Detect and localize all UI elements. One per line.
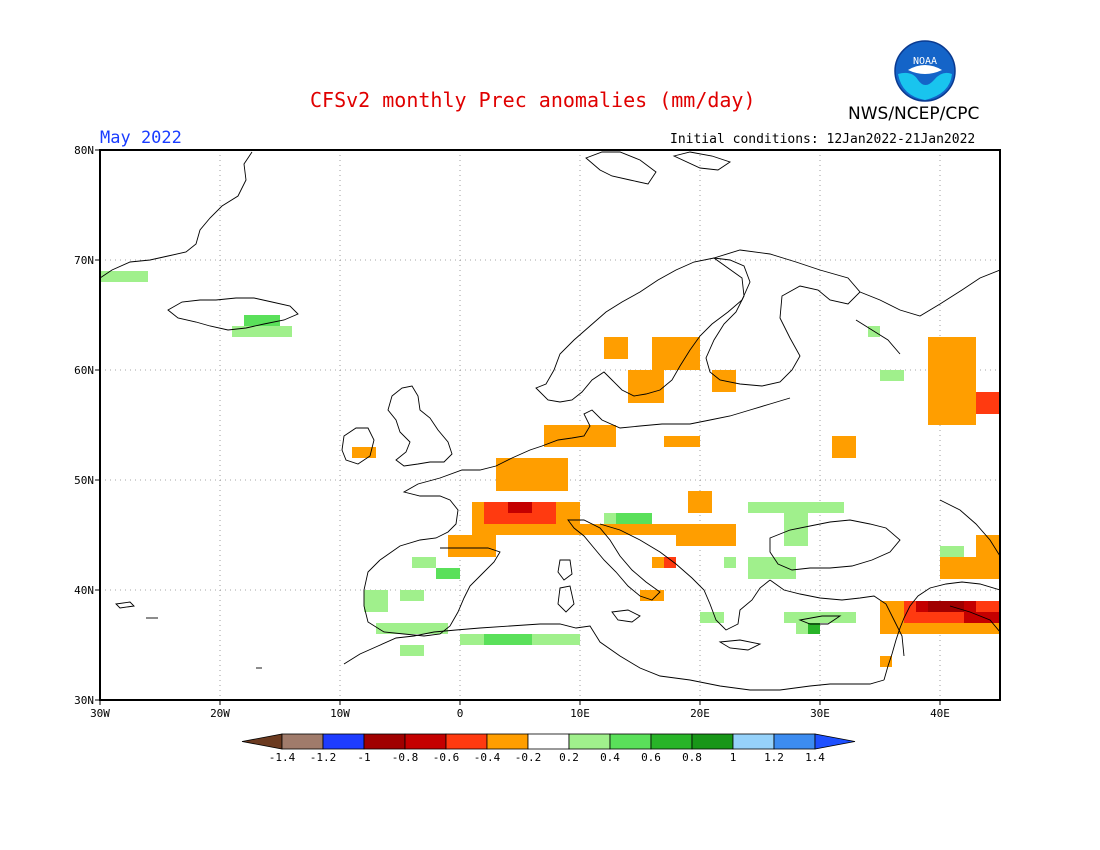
legend-label: -0.6 [433, 751, 460, 764]
anomaly-cell [700, 612, 724, 623]
lon-label: 30W [90, 707, 110, 720]
legend-label: 0.6 [641, 751, 661, 764]
legend-arrow-low [241, 733, 283, 750]
anomaly-cell [940, 546, 964, 557]
legend-swatch [732, 733, 775, 750]
legend-arrow-high [814, 733, 856, 750]
anomaly-cell [604, 337, 628, 359]
legend-swatch [527, 733, 570, 750]
coastlines [100, 151, 1000, 691]
lon-label: 20E [690, 707, 710, 720]
agency-label: NWS/NCEP/CPC [848, 104, 980, 124]
legend-label: -1 [357, 751, 370, 764]
legend-label: -0.8 [392, 751, 419, 764]
legend-swatch [281, 733, 324, 750]
anomaly-cell [640, 590, 664, 601]
legend-swatch [773, 733, 816, 750]
anomaly-cell [880, 370, 904, 381]
anomaly-cell [976, 392, 1000, 414]
legend-label: -0.2 [515, 751, 542, 764]
forecast-month: May 2022 [100, 128, 182, 148]
anomaly-cell [928, 601, 964, 612]
legend-swatch [322, 733, 365, 750]
anomaly-cell [244, 315, 280, 326]
legend-label: -1.4 [269, 751, 296, 764]
legend-label: 0.8 [682, 751, 702, 764]
anomaly-cell [748, 502, 844, 513]
legend-swatch [650, 733, 693, 750]
anomaly-cell [352, 447, 376, 458]
legend-label: 1.2 [764, 751, 784, 764]
legend-swatch [568, 733, 611, 750]
lat-label: 70N [74, 254, 94, 267]
anomaly-cell [376, 623, 448, 634]
anomaly-cell [364, 590, 388, 612]
anomaly-cell [724, 557, 736, 568]
legend-label: 0.4 [600, 751, 620, 764]
anomaly-cell [664, 436, 700, 447]
legend-label: 1.4 [805, 751, 825, 764]
anomaly-cell [544, 425, 616, 447]
lon-label: 40E [930, 707, 950, 720]
lat-label: 60N [74, 364, 94, 377]
anomaly-cell [448, 535, 496, 557]
anomaly-cell [964, 612, 1000, 623]
lon-label: 10E [570, 707, 590, 720]
lon-label: 30E [810, 707, 830, 720]
anomaly-cell [484, 634, 532, 645]
anomaly-cells [100, 271, 1000, 667]
anomaly-cell [976, 535, 1000, 557]
anomaly-cell [832, 436, 856, 458]
legend-swatch [404, 733, 447, 750]
legend-label: -1.2 [310, 751, 337, 764]
legend-swatch [609, 733, 652, 750]
anomaly-cell [400, 590, 424, 601]
anomaly-cell [580, 524, 724, 535]
anomaly-cell [808, 623, 820, 634]
legend-label: 0.2 [559, 751, 579, 764]
anomaly-cell [496, 458, 568, 491]
lat-label: 40N [74, 584, 94, 597]
anomaly-cell [940, 557, 1000, 579]
anomaly-cell [412, 557, 436, 568]
anomaly-cell [100, 271, 148, 282]
anomaly-cell [232, 326, 292, 337]
lat-label: 30N [74, 694, 94, 707]
anomaly-cell [616, 513, 652, 524]
anomaly-cell [748, 557, 796, 579]
anomaly-cell [880, 656, 892, 667]
legend-label: 1 [730, 751, 737, 764]
anomaly-cell [604, 513, 616, 524]
anomaly-cell [784, 612, 856, 623]
longitude-labels: 30W 20W 10W 0 10E 20E 30E 40E [90, 700, 950, 720]
lon-label: 0 [457, 707, 464, 720]
lat-label: 50N [74, 474, 94, 487]
noaa-logo: NOAA [894, 40, 956, 102]
map-title: CFSv2 monthly Prec anomalies (mm/day) [310, 88, 756, 112]
latitude-labels: 80N 70N 60N 50N 40N 30N [74, 144, 100, 707]
anomaly-cell [688, 491, 712, 513]
anomaly-cell [928, 337, 976, 425]
anomaly-cell [664, 557, 676, 568]
lon-label: 20W [210, 707, 230, 720]
legend-label: -0.4 [474, 751, 501, 764]
legend-swatch [445, 733, 488, 750]
initial-conditions: Initial conditions: 12Jan2022-21Jan2022 [670, 132, 976, 147]
anomaly-cell [508, 502, 532, 513]
anomaly-cell [628, 370, 664, 403]
anomaly-cell [652, 337, 700, 370]
anomaly-cell [676, 524, 736, 546]
legend-swatch [486, 733, 529, 750]
anomaly-cell [784, 513, 808, 546]
legend-swatch [691, 733, 734, 750]
lon-label: 10W [330, 707, 350, 720]
map-frame [99, 149, 1001, 701]
anomaly-cell [436, 568, 460, 579]
anomaly-cell [400, 645, 424, 656]
legend-swatch [363, 733, 406, 750]
logo-lettering: NOAA [913, 56, 937, 67]
lat-label: 80N [74, 144, 94, 157]
